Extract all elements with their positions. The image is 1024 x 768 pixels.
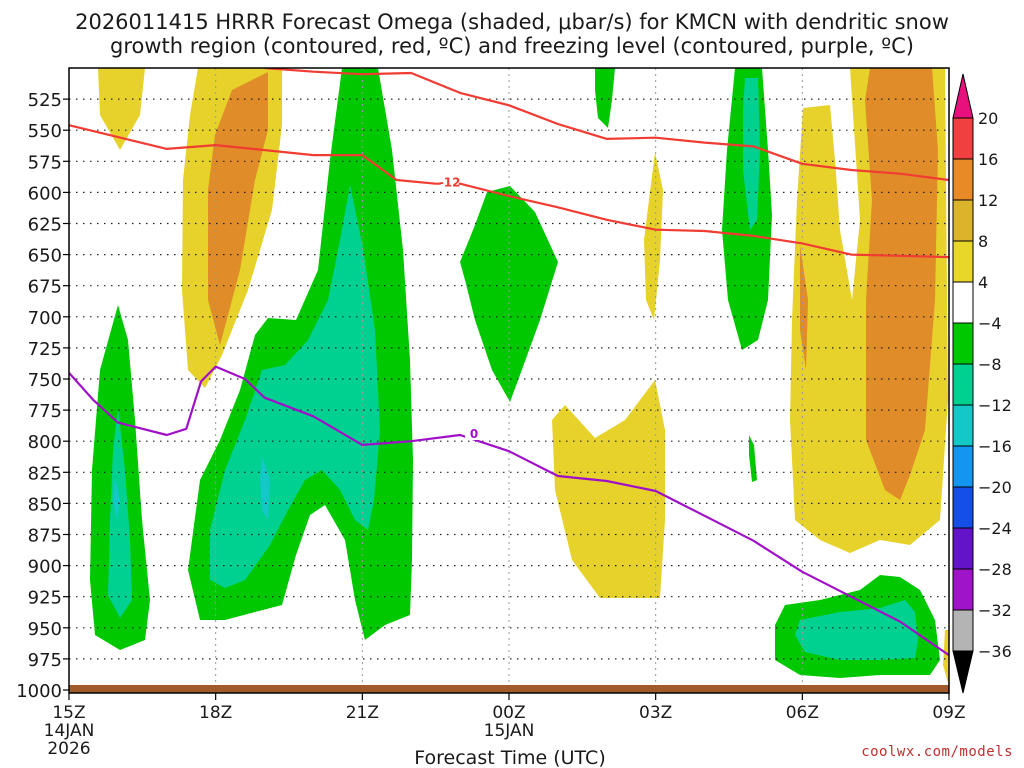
- y-tick-label: 900: [28, 557, 62, 578]
- omega-region-negative: [460, 186, 558, 402]
- colorbar-label: 16: [978, 150, 998, 169]
- omega-region-negative: [749, 435, 757, 482]
- y-tick-label: 600: [28, 183, 62, 204]
- y-tick-label: 725: [28, 339, 62, 360]
- colorbar: 20 16 12 8 4 −4 −8 −12 −16 −20 −24 −28 −32 −36: [952, 73, 1012, 694]
- x-tick-label: 18Z: [199, 703, 232, 723]
- y-axis: 525 550 575 600 625 650 675 700 725 750 775 800 825 8…: [16, 90, 69, 702]
- x-tick-label: 06Z: [786, 703, 819, 723]
- y-tick-label: 825: [28, 463, 62, 484]
- x-tick-label: 21Z: [346, 703, 379, 723]
- colorbar-label: −16: [978, 437, 1012, 456]
- colorbar-segment: [952, 158, 974, 201]
- y-tick-label: 550: [28, 121, 62, 142]
- colorbar-segment: [952, 527, 974, 570]
- omega-region-positive: [98, 68, 145, 150]
- colorbar-label: −36: [978, 642, 1012, 661]
- y-tick-label: 850: [28, 494, 62, 515]
- ground-surface: [69, 685, 949, 693]
- x-tick-date-label: 15JAN: [484, 721, 535, 741]
- colorbar-segment: [952, 445, 974, 488]
- omega-region-positive: [208, 72, 268, 345]
- colorbar-arrow-top: [952, 73, 974, 119]
- omega-region-negative: [595, 68, 615, 128]
- contour-label-bg: [440, 176, 459, 189]
- colorbar-segment: [952, 486, 974, 529]
- colorbar-segment: [952, 199, 974, 242]
- contour-line: [264, 68, 949, 182]
- omega-region-negative: [260, 455, 270, 520]
- y-tick-label: 525: [28, 90, 62, 111]
- colorbar-segment: [952, 404, 974, 447]
- colorbar-label: −20: [978, 478, 1012, 497]
- y-tick-label: 575: [28, 152, 62, 173]
- colorbar-label: 8: [978, 232, 988, 251]
- colorbar-segment: [952, 363, 974, 406]
- colorbar-label: −28: [978, 560, 1012, 579]
- colorbar-label: 4: [978, 273, 988, 292]
- site-credit: coolwx.com/models: [861, 744, 1013, 760]
- colorbar-label: 12: [978, 191, 998, 210]
- y-tick-label: 650: [28, 246, 62, 267]
- x-tick-label: 15Z: [52, 703, 85, 723]
- colorbar-segment: [952, 568, 974, 611]
- colorbar-label: −8: [978, 355, 1002, 374]
- x-tick-date-label: 14JAN: [44, 721, 95, 741]
- y-tick-label: 750: [28, 370, 62, 391]
- y-tick-label: 700: [28, 308, 62, 329]
- gridlines: [69, 68, 949, 693]
- x-tick-label: 03Z: [639, 703, 672, 723]
- y-tick-label: 1000: [16, 681, 62, 702]
- y-tick-label: 925: [28, 588, 62, 609]
- colorbar-label: −4: [978, 314, 1002, 333]
- x-axis-label: Forecast Time (UTC): [414, 747, 605, 768]
- omega-region-positive: [943, 630, 949, 687]
- colorbar-arrow-bottom: [952, 650, 974, 694]
- chart-title-line-1: 2026011415 HRRR Forecast Omega (shaded, …: [75, 10, 949, 34]
- y-tick-label: 875: [28, 526, 62, 547]
- colorbar-label: 20: [978, 109, 998, 128]
- y-tick-label: 975: [28, 650, 62, 671]
- y-tick-label: 775: [28, 401, 62, 422]
- omega-region-negative: [113, 478, 120, 520]
- contour-line: [69, 124, 949, 259]
- omega-shading: [90, 68, 949, 687]
- colorbar-segment: [952, 281, 974, 324]
- y-tick-label: 625: [28, 215, 62, 236]
- colorbar-label: −12: [978, 396, 1012, 415]
- colorbar-segment: [952, 609, 974, 652]
- x-tick-label: 09Z: [932, 703, 965, 723]
- y-tick-label: 950: [28, 619, 62, 640]
- colorbar-label: −32: [978, 601, 1012, 620]
- colorbar-segment: [952, 322, 974, 365]
- chart-title-line-2: growth region (contoured, red, ºC) and f…: [110, 34, 914, 58]
- omega-region-positive: [644, 152, 663, 320]
- contour-label: 0: [470, 427, 478, 441]
- colorbar-segment: [952, 240, 974, 283]
- colorbar-label: −24: [978, 519, 1012, 538]
- x-tick-year-label: 2026: [47, 739, 90, 759]
- colorbar-segment: [952, 117, 974, 160]
- y-tick-label: 800: [28, 432, 62, 453]
- contour-lines: [69, 68, 949, 657]
- contour-label: -12: [439, 176, 461, 190]
- omega-region-positive: [552, 380, 665, 598]
- contour-label-bg: [465, 427, 484, 440]
- y-tick-label: 675: [28, 277, 62, 298]
- omega-region-negative: [210, 185, 380, 588]
- contour-labels: -12 0: [439, 176, 484, 441]
- x-tick-label: 00Z: [492, 703, 525, 723]
- contour-line: [69, 365, 949, 657]
